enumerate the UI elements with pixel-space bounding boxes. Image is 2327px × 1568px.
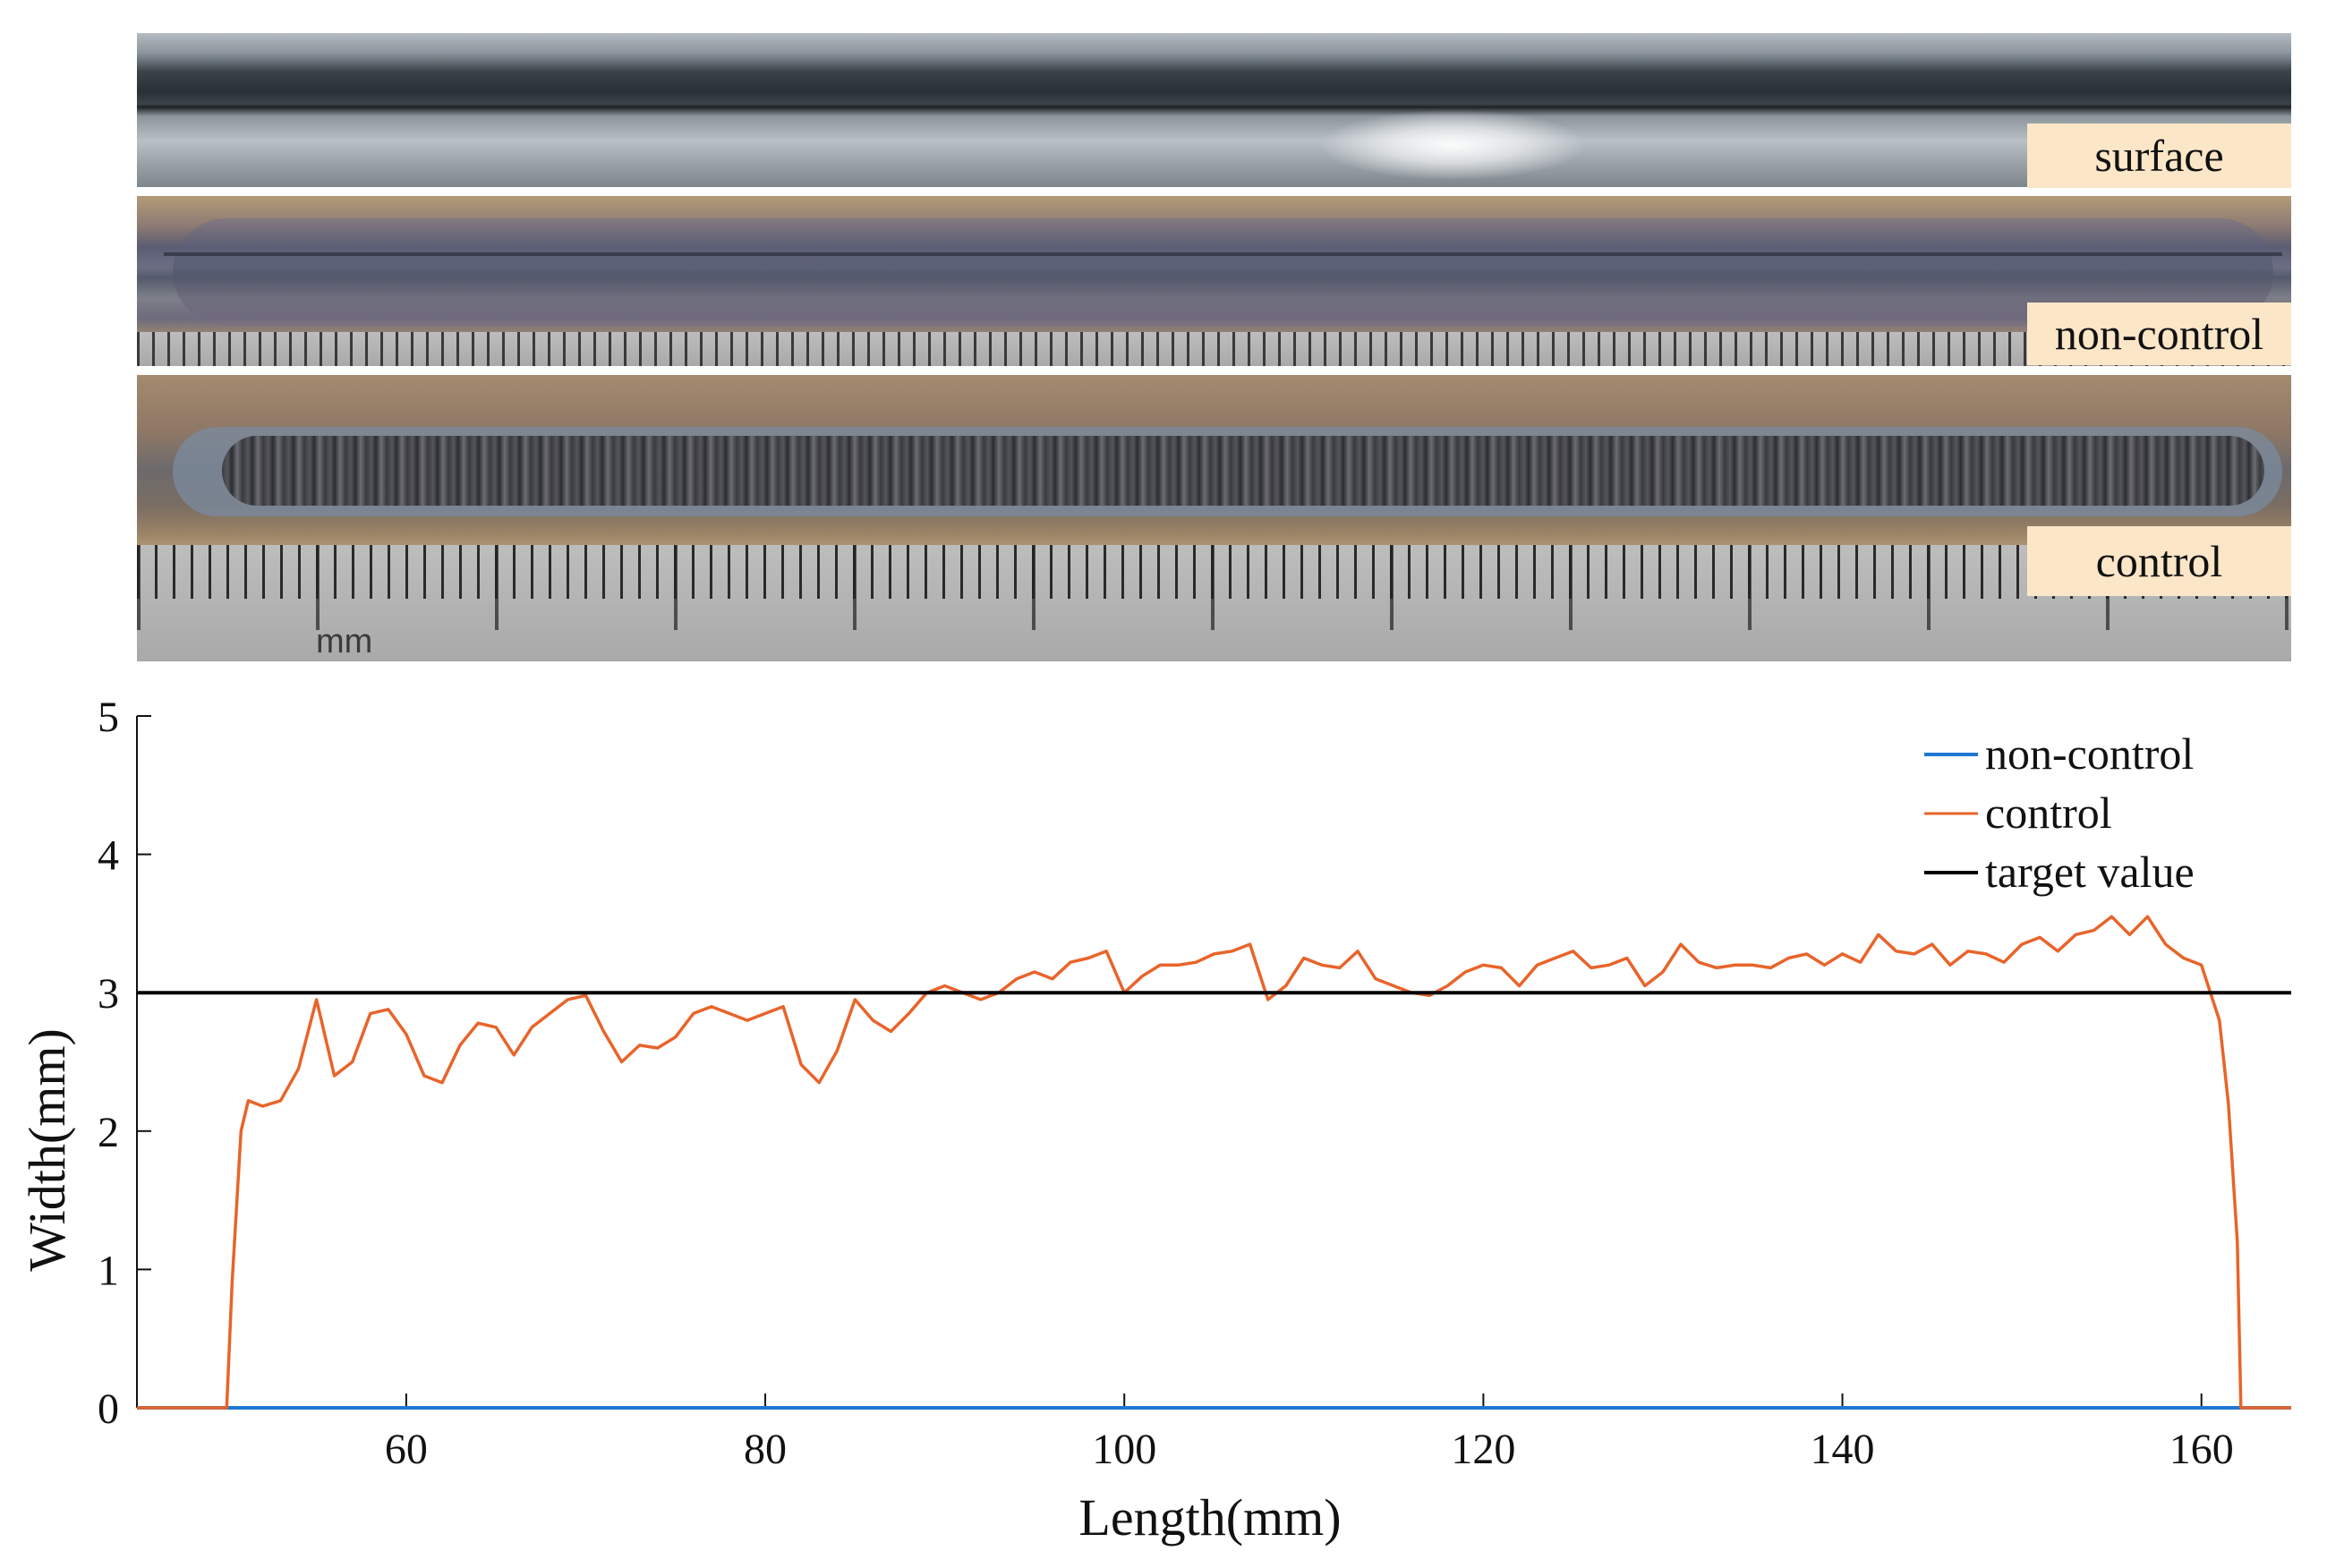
- y-tick-label: 2: [98, 1109, 119, 1156]
- non-control-label: non-control: [2027, 303, 2291, 365]
- glare: [1318, 109, 1587, 181]
- y-tick-label: 4: [98, 832, 119, 880]
- photo-non-control: [137, 196, 2291, 366]
- ruler-ticks: [137, 332, 2291, 366]
- ruler-unit: mm: [316, 623, 373, 660]
- surface-label: surface: [2027, 124, 2291, 188]
- weld-seam: [164, 252, 2282, 256]
- x-tick-label: 60: [385, 1426, 428, 1473]
- weld-bead: [222, 436, 2264, 506]
- ruler: [137, 332, 2291, 366]
- x-tick-label: 100: [1092, 1426, 1156, 1473]
- width-chart: 0 1 2 3 4 5 60 80 100 120 140 160 non-control contro…: [18, 694, 2291, 1547]
- x-tick-label: 140: [1811, 1426, 1875, 1473]
- ruler: mm: [137, 545, 2291, 661]
- legend: non-control control target value: [1924, 729, 2195, 897]
- y-tick-label: 0: [98, 1385, 119, 1433]
- y-tick-label: 1: [98, 1247, 119, 1294]
- y-tick-label: 5: [98, 694, 119, 741]
- ruler-major-ticks: [137, 545, 2291, 630]
- series-line-control: [137, 915, 2291, 1410]
- photo-surface: [137, 33, 2291, 187]
- weld-bead: [173, 218, 2273, 326]
- legend-label: non-control: [1985, 729, 2194, 779]
- photo-control: mm: [137, 375, 2291, 661]
- x-tick-label: 120: [1451, 1426, 1515, 1473]
- legend-label: control: [1985, 788, 2112, 838]
- y-tick-label: 3: [98, 970, 119, 1018]
- x-tick-label: 80: [744, 1426, 787, 1473]
- axes: 0 1 2 3 4 5 60 80 100 120 140 160: [98, 694, 2291, 1473]
- legend-label: target value: [1985, 847, 2195, 897]
- x-tick-label: 160: [2169, 1426, 2234, 1473]
- series-layer: [137, 915, 2291, 1410]
- y-axis-label: Width(mm): [18, 1028, 76, 1272]
- control-label: control: [2027, 526, 2291, 596]
- x-axis-label: Length(mm): [1078, 1488, 1341, 1547]
